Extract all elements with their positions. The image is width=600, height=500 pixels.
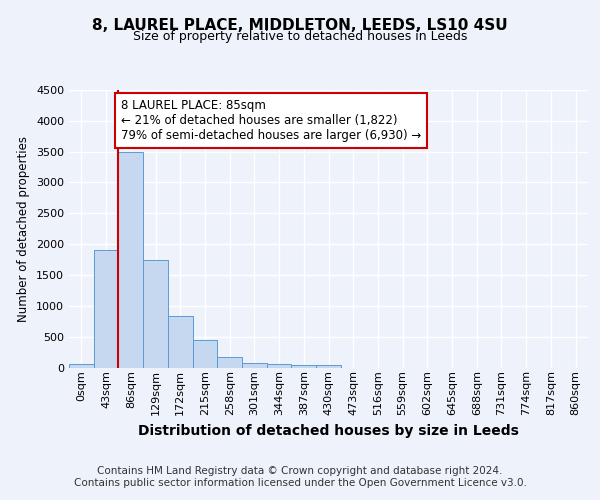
Text: Size of property relative to detached houses in Leeds: Size of property relative to detached ho… bbox=[133, 30, 467, 43]
Bar bbox=[94, 250, 118, 368]
Bar bbox=[193, 340, 217, 367]
Bar bbox=[242, 362, 267, 368]
Bar bbox=[69, 364, 94, 368]
X-axis label: Distribution of detached houses by size in Leeds: Distribution of detached houses by size … bbox=[138, 424, 519, 438]
Text: 8 LAUREL PLACE: 85sqm
← 21% of detached houses are smaller (1,822)
79% of semi-d: 8 LAUREL PLACE: 85sqm ← 21% of detached … bbox=[121, 99, 421, 142]
Text: Contains HM Land Registry data © Crown copyright and database right 2024.
Contai: Contains HM Land Registry data © Crown c… bbox=[74, 466, 526, 487]
Bar bbox=[316, 366, 341, 368]
Bar bbox=[118, 152, 143, 368]
Y-axis label: Number of detached properties: Number of detached properties bbox=[17, 136, 31, 322]
Bar bbox=[217, 358, 242, 368]
Bar bbox=[168, 316, 193, 368]
Bar bbox=[143, 260, 168, 368]
Text: 8, LAUREL PLACE, MIDDLETON, LEEDS, LS10 4SU: 8, LAUREL PLACE, MIDDLETON, LEEDS, LS10 … bbox=[92, 18, 508, 32]
Bar bbox=[267, 364, 292, 368]
Bar bbox=[292, 364, 316, 368]
